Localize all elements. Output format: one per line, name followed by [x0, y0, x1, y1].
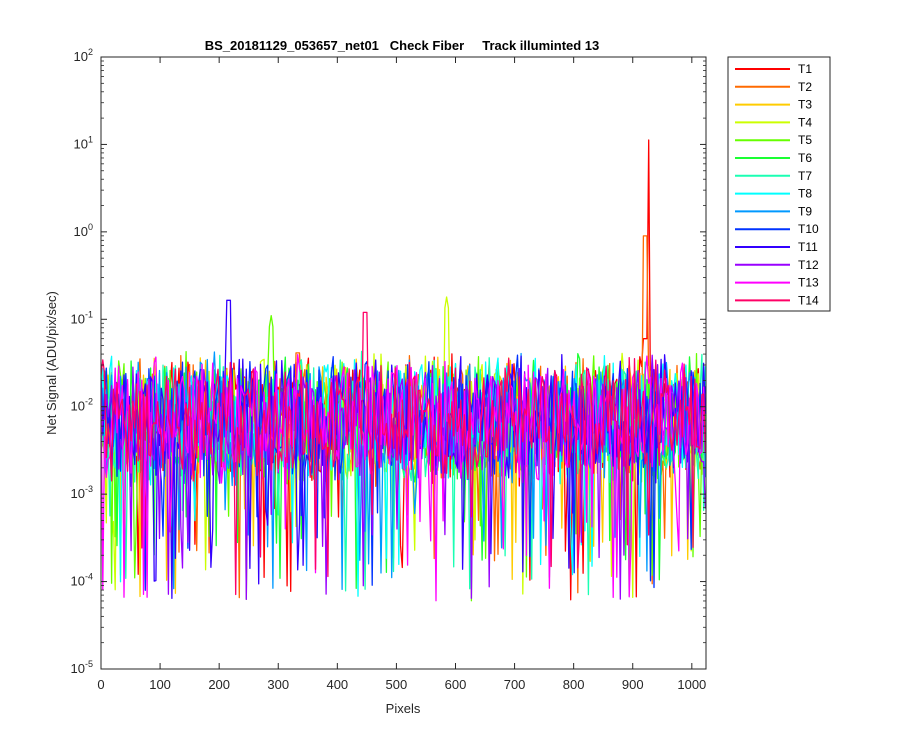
x-tick-label: 1000 — [677, 677, 706, 692]
x-tick-label: 600 — [445, 677, 467, 692]
y-tick-label: 101 — [74, 134, 93, 151]
x-tick-label: 0 — [97, 677, 104, 692]
series-line-t14 — [101, 311, 706, 596]
legend-label-t11: T11 — [798, 240, 818, 254]
x-tick-label: 900 — [622, 677, 644, 692]
legend-label-t2: T2 — [798, 80, 812, 94]
y-tick-label: 102 — [74, 47, 93, 64]
y-tick-label: 10-1 — [71, 309, 93, 326]
y-axis: 10-5 10-4 10-3 10-2 10-1 100 101 102 — [71, 47, 706, 676]
axes-box — [100, 56, 707, 670]
legend: T1 T2 T3 T4 T5 T6 T7 T8 T9 T10 T11 T12 T13 T14 — [727, 56, 831, 312]
legend-label-t5: T5 — [798, 133, 812, 147]
plot-area — [101, 57, 706, 669]
x-tick-label: 500 — [386, 677, 408, 692]
legend-label-t3: T3 — [798, 98, 812, 112]
chart-title: BS_20181129_053657_net01 Check Fiber Tra… — [205, 38, 600, 53]
legend-box — [727, 56, 831, 312]
x-tick-label: 700 — [504, 677, 526, 692]
legend-label-t12: T12 — [798, 258, 819, 272]
x-tick-label: 300 — [267, 677, 289, 692]
x-tick-label: 400 — [326, 677, 348, 692]
legend-label-t13: T13 — [798, 276, 819, 290]
y-tick-label: 10-4 — [71, 572, 93, 589]
y-tick-label: 10-5 — [71, 659, 93, 676]
x-axis: 0 100 200 300 400 500 600 700 800 900 1000 — [97, 57, 706, 692]
x-tick-label: 800 — [563, 677, 585, 692]
x-tick-label: 100 — [149, 677, 171, 692]
x-tick-label: 200 — [208, 677, 230, 692]
legend-label-t10: T10 — [798, 222, 819, 236]
legend-label-t1: T1 — [798, 62, 812, 76]
legend-label-t9: T9 — [798, 204, 812, 218]
legend-label-t7: T7 — [798, 169, 812, 183]
x-axis-label: Pixels — [386, 701, 421, 716]
y-tick-label: 10-2 — [71, 397, 93, 414]
y-tick-label: 10-3 — [71, 484, 93, 501]
y-tick-label: 100 — [74, 222, 93, 239]
legend-label-t14: T14 — [798, 293, 819, 307]
y-axis-label: Net Signal (ADU/pix/sec) — [44, 291, 59, 435]
legend-label-t6: T6 — [798, 151, 812, 165]
legend-label-t4: T4 — [798, 115, 812, 129]
legend-label-t8: T8 — [798, 187, 812, 201]
series-layer — [101, 139, 706, 602]
